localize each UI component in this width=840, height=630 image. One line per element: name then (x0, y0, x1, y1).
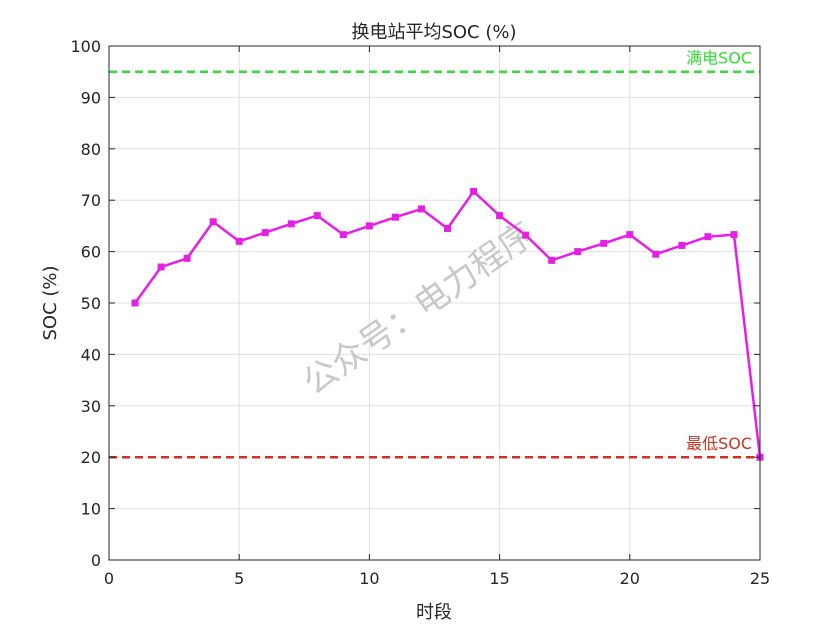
data-point (287, 220, 295, 228)
reference-lines: 满电SOC 最低SOC (109, 49, 760, 459)
x-tick-label: 10 (359, 569, 379, 588)
reference-line-label: 满电SOC (686, 49, 752, 68)
axis-ticks: 0 5 10 15 20 25 0 10 20 30 40 50 60 70 80 90 100 (70, 37, 770, 588)
data-point (261, 229, 269, 237)
y-tick-label: 10 (81, 500, 101, 519)
data-point (417, 205, 425, 213)
data-point (548, 256, 556, 264)
y-tick-label: 60 (81, 243, 101, 262)
x-axis-label: 时段 (416, 602, 452, 623)
x-tick-label: 20 (620, 569, 640, 588)
data-point (574, 248, 582, 256)
data-point (157, 263, 165, 271)
data-point (470, 187, 478, 195)
chart-title: 换电站平均SOC (%) (351, 22, 516, 43)
y-tick-label: 90 (81, 88, 101, 107)
data-point (704, 233, 712, 241)
data-point (391, 213, 399, 221)
y-tick-label: 80 (81, 140, 101, 159)
data-point (209, 218, 217, 226)
y-tick-label: 70 (81, 191, 101, 210)
data-point (131, 299, 139, 307)
data-point (313, 212, 321, 220)
y-tick-label: 40 (81, 345, 101, 364)
data-point (522, 231, 530, 239)
data-point (600, 239, 608, 247)
reference-line-label: 最低SOC (686, 434, 752, 453)
data-point (652, 250, 660, 258)
y-tick-label: 30 (81, 397, 101, 416)
data-point (496, 212, 504, 220)
y-tick-label: 100 (70, 37, 101, 56)
x-tick-label: 15 (489, 569, 509, 588)
data-point (183, 254, 191, 262)
x-tick-label: 5 (234, 569, 244, 588)
data-point (365, 222, 373, 230)
x-tick-label: 0 (104, 569, 114, 588)
y-tick-label: 20 (81, 448, 101, 467)
y-tick-label: 0 (91, 551, 101, 570)
x-tick-label: 25 (750, 569, 770, 588)
data-point (235, 237, 243, 245)
data-series (131, 187, 764, 461)
data-point (339, 231, 347, 239)
data-point (444, 224, 452, 232)
data-point (730, 231, 738, 239)
data-point (626, 231, 634, 239)
data-point (678, 241, 686, 249)
y-tick-label: 50 (81, 294, 101, 313)
y-axis-label: SOC (%) (40, 265, 61, 340)
